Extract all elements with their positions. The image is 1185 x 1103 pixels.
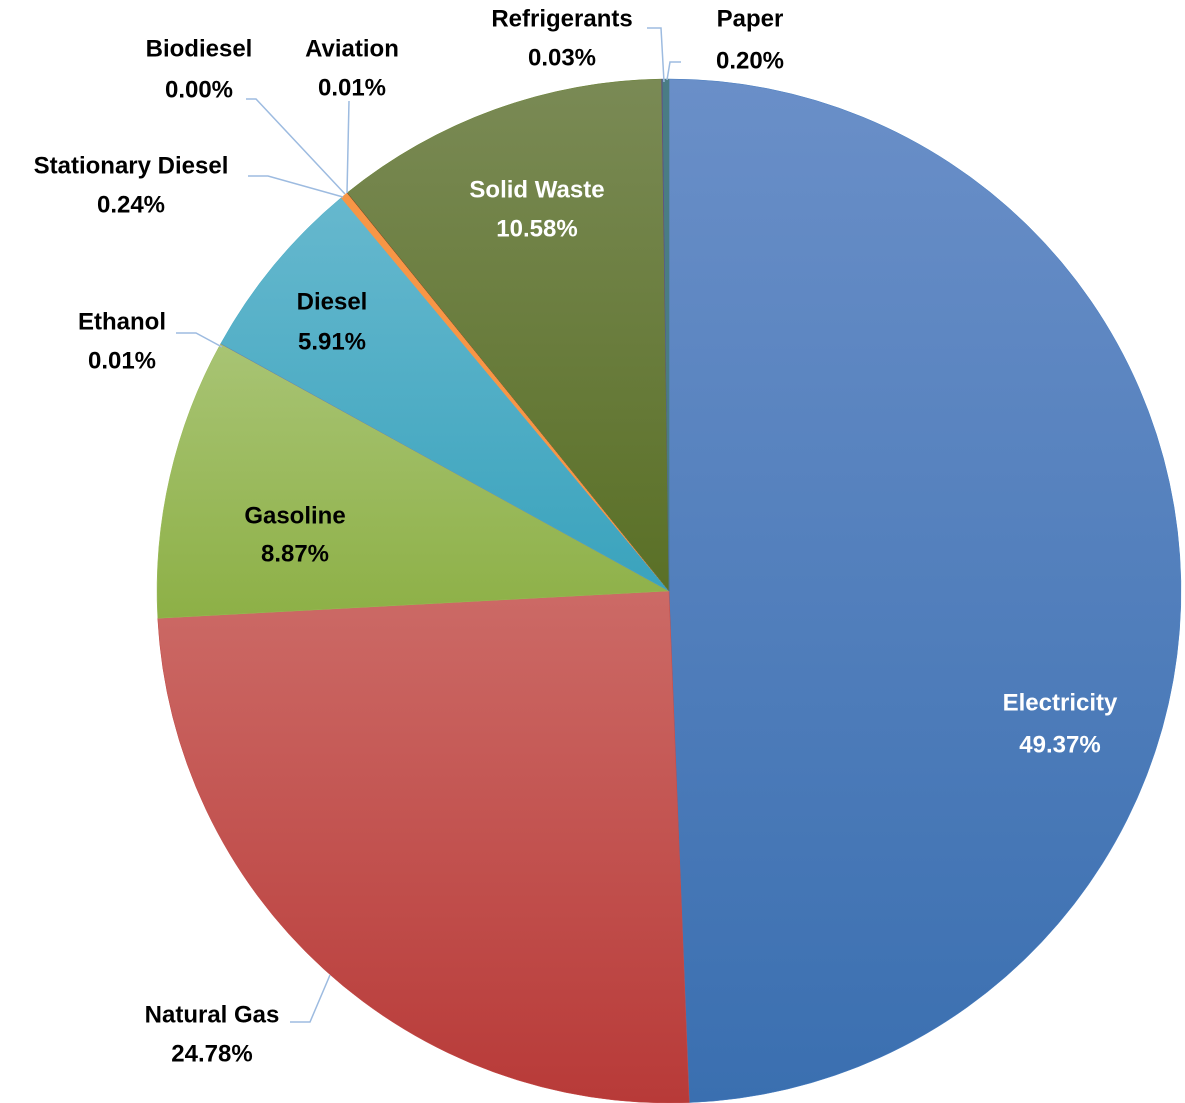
slices-layer bbox=[156, 78, 1182, 1103]
labels-layer: Electricity 49.37% Natural Gas 24.78% Gasoli… bbox=[34, 5, 1118, 1067]
slice-name-label-paper: Paper bbox=[717, 5, 784, 32]
slice-value-label-solid-waste: 10.58% bbox=[496, 215, 577, 242]
slice-name-label-natural-gas: Natural Gas bbox=[145, 1001, 280, 1028]
slice-electricity bbox=[668, 78, 1182, 1103]
slice-name-label-electricity: Electricity bbox=[1003, 689, 1118, 716]
slice-value-label-natural-gas: 24.78% bbox=[171, 1040, 252, 1067]
slice-name-label-refrigerants: Refrigerants bbox=[491, 5, 632, 32]
slice-name-label-aviation: Aviation bbox=[305, 35, 399, 62]
slice-value-label-gasoline: 8.87% bbox=[261, 540, 329, 567]
slice-value-label-biodiesel: 0.00% bbox=[165, 76, 233, 103]
slice-name-label-ethanol: Ethanol bbox=[78, 308, 166, 335]
leader-line-paper bbox=[666, 61, 681, 81]
slice-solid-waste bbox=[347, 78, 670, 592]
leader-line-biodiesel bbox=[246, 98, 346, 195]
leader-line-stationary-diesel bbox=[248, 175, 344, 198]
slice-value-label-ethanol: 0.01% bbox=[88, 347, 156, 374]
slice-value-label-aviation: 0.01% bbox=[318, 74, 386, 101]
leader-lines-layer bbox=[176, 27, 681, 1023]
slice-value-label-stationary-diesel: 0.24% bbox=[97, 191, 165, 218]
slice-name-label-diesel: Diesel bbox=[297, 288, 368, 315]
leader-line-natural-gas bbox=[290, 974, 331, 1023]
slice-value-label-electricity: 49.37% bbox=[1019, 731, 1100, 758]
slice-name-label-stationary-diesel: Stationary Diesel bbox=[34, 152, 229, 179]
slice-diesel bbox=[220, 197, 670, 592]
leader-line-ethanol bbox=[176, 332, 223, 348]
slice-value-label-diesel: 5.91% bbox=[298, 328, 366, 355]
leader-line-refrigerants bbox=[647, 27, 665, 83]
slice-gasoline bbox=[156, 343, 670, 619]
leader-line-aviation bbox=[346, 100, 350, 194]
slice-name-label-biodiesel: Biodiesel bbox=[146, 35, 253, 62]
slice-value-label-paper: 0.20% bbox=[716, 47, 784, 74]
slice-value-label-refrigerants: 0.03% bbox=[528, 44, 596, 71]
slice-natural-gas bbox=[157, 590, 690, 1103]
slice-name-label-gasoline: Gasoline bbox=[244, 502, 345, 529]
slice-paper bbox=[662, 78, 670, 592]
slice-name-label-solid-waste: Solid Waste bbox=[469, 176, 604, 203]
